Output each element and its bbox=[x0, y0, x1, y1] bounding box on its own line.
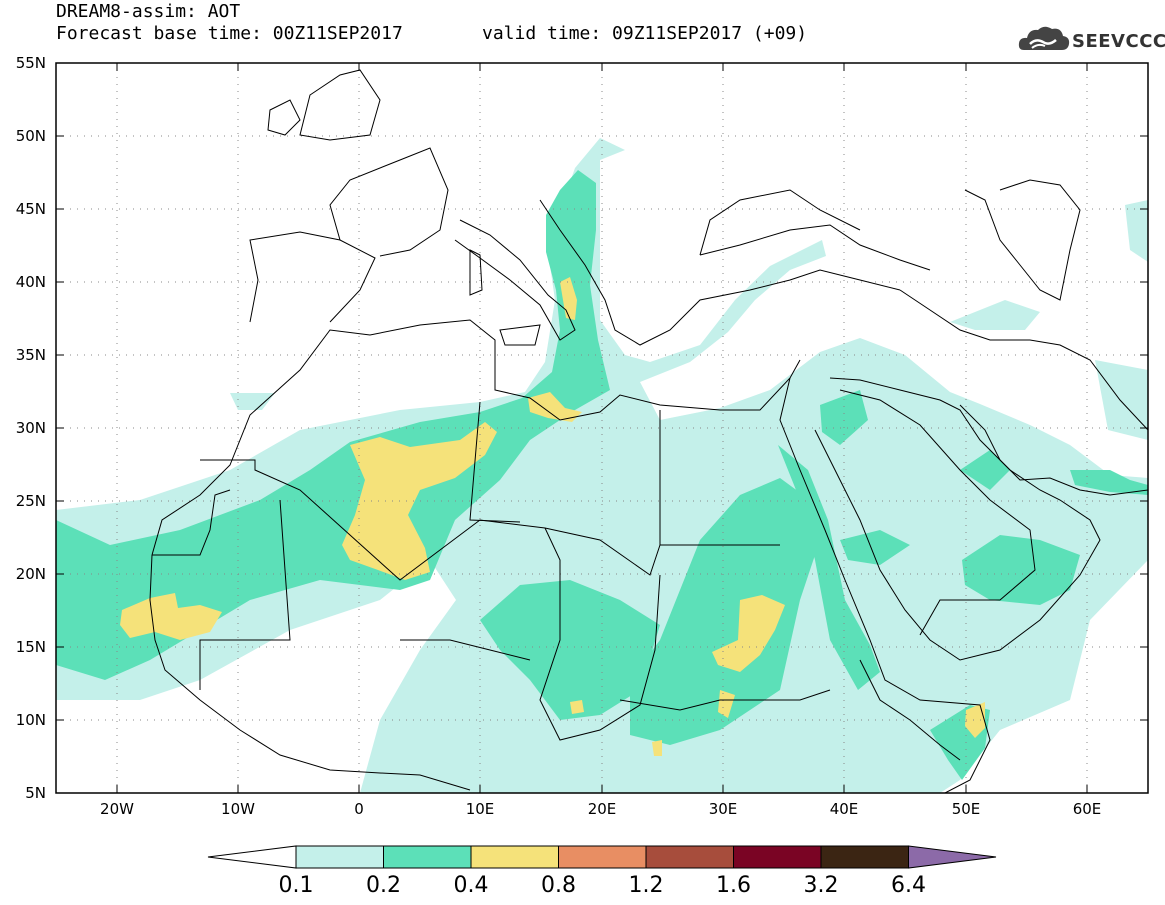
lat-label: 25N bbox=[15, 492, 46, 510]
lat-label: 55N bbox=[15, 54, 46, 72]
aot-band-04-08 bbox=[120, 277, 985, 756]
lat-label: 50N bbox=[15, 127, 46, 145]
lon-label: 10E bbox=[465, 800, 495, 818]
lat-label: 5N bbox=[25, 784, 46, 802]
aot-band-02-04 bbox=[56, 170, 1148, 780]
lon-label: 0 bbox=[354, 800, 364, 818]
lat-label: 40N bbox=[15, 273, 46, 291]
colorbar-label: 0.8 bbox=[541, 873, 576, 898]
axis-ticks bbox=[56, 62, 1148, 793]
colorbar-bin-1 bbox=[295, 845, 384, 869]
colorbar-label: 0.4 bbox=[453, 873, 489, 898]
colorbar-bin-2 bbox=[383, 845, 472, 869]
lat-lon-grid bbox=[56, 63, 1148, 793]
colorbar-label: 1.6 bbox=[716, 873, 751, 898]
lon-label: 10W bbox=[221, 800, 255, 818]
lon-label: 30E bbox=[708, 800, 738, 818]
colorbar-label: 1.2 bbox=[628, 873, 664, 898]
colorbar-label: 6.4 bbox=[891, 873, 926, 898]
coastlines-borders bbox=[149, 69, 1148, 793]
colorbar-bin-6 bbox=[733, 845, 822, 869]
forecast-base-time: Forecast base time: 00Z11SEP2017 bbox=[56, 23, 403, 44]
lon-label: 20E bbox=[587, 800, 617, 818]
lat-label: 10N bbox=[15, 711, 46, 729]
colorbar-label: 0.1 bbox=[278, 873, 314, 898]
cloud-icon bbox=[1018, 26, 1070, 50]
lat-label: 35N bbox=[15, 346, 46, 364]
seevccc-logo: SEEVCCC bbox=[1016, 20, 1165, 60]
lon-label: 50E bbox=[951, 800, 981, 818]
colorbar-bin-4 bbox=[558, 845, 647, 869]
colorbar-label: 3.2 bbox=[803, 873, 839, 898]
aot-field bbox=[56, 138, 1148, 793]
colorbar-over-triangle bbox=[908, 845, 997, 869]
valid-time: valid time: 09Z11SEP2017 (+09) bbox=[482, 23, 808, 44]
colorbar-bin-5 bbox=[645, 845, 734, 869]
lon-label: 40E bbox=[829, 800, 859, 818]
lat-label: 30N bbox=[15, 419, 46, 437]
logo-text: SEEVCCC bbox=[1072, 31, 1165, 52]
lat-label: 15N bbox=[15, 638, 46, 656]
lat-label: 45N bbox=[15, 200, 46, 218]
colorbar-label: 0.2 bbox=[366, 873, 401, 898]
model-title: DREAM8-assim: AOT bbox=[56, 1, 241, 22]
lat-label: 20N bbox=[15, 565, 46, 583]
aot-band-01-02 bbox=[56, 138, 1148, 793]
colorbar bbox=[207, 845, 997, 869]
colorbar-bin-7 bbox=[820, 845, 909, 869]
colorbar-bin-3 bbox=[470, 845, 559, 869]
colorbar-under-triangle bbox=[207, 845, 297, 869]
lon-label: 20W bbox=[100, 800, 134, 818]
lon-label: 60E bbox=[1072, 800, 1102, 818]
